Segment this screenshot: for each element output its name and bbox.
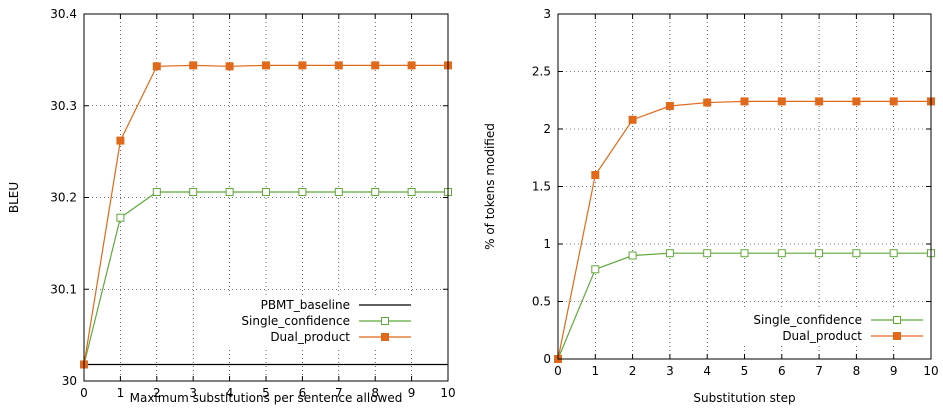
x-tick-label: 1 <box>591 364 599 378</box>
x-tick-label: 10 <box>923 364 938 378</box>
data-point-single-confidence <box>591 265 600 274</box>
legend-swatch-marker-single-confidence <box>893 316 901 324</box>
data-point-single-confidence <box>628 251 637 260</box>
x-tick-label: 10 <box>440 386 455 400</box>
data-point-dual-product <box>815 97 824 106</box>
legend-swatch-marker-dual-product <box>893 332 901 340</box>
data-point-single-confidence <box>740 249 749 258</box>
x-tick-label: 9 <box>408 386 416 400</box>
data-point-single-confidence <box>852 249 861 258</box>
x-tick-label: 4 <box>703 364 711 378</box>
y-axis-label: % of tokens modified <box>483 123 497 250</box>
data-point-dual-product <box>116 136 125 145</box>
data-point-single-confidence <box>777 249 786 258</box>
x-axis-label: Substitution step <box>693 391 795 405</box>
legend-label-pbmt-baseline: PBMT_baseline <box>261 298 350 312</box>
y-tick-label: 3 <box>543 7 551 21</box>
chart-2: 0 1 2 3 4 5 6 7 8 9 10 0 0.5 1 1.5 2 2.5 3 Single_confiden… <box>483 7 939 405</box>
data-point-dual-product <box>628 115 637 124</box>
chart-1: 0 1 2 3 4 5 6 7 8 9 10 30 30.1 30.2 30.3 30.4 PBMT_basel… <box>7 7 456 405</box>
y-tick-label: 30.3 <box>50 99 77 113</box>
x-tick-label: 6 <box>299 386 307 400</box>
data-point-dual-product <box>740 97 749 106</box>
legend-label-single-confidence: Single_confidence <box>241 314 350 328</box>
data-point-single-confidence <box>703 249 712 258</box>
y-tick-label: 30.4 <box>50 7 77 21</box>
data-point-dual-product <box>152 62 161 71</box>
x-tick-label: 0 <box>554 364 562 378</box>
data-point-dual-product <box>591 171 600 179</box>
x-tick-label: 7 <box>815 364 823 378</box>
data-point-single-confidence <box>298 187 307 196</box>
legend-swatch-marker-single-confidence <box>381 317 389 325</box>
legend-swatch-marker-dual-product <box>381 333 389 341</box>
data-point-dual-product <box>407 61 416 70</box>
x-tick-label: 2 <box>629 364 637 378</box>
data-point-dual-product <box>665 102 674 110</box>
y-tick-label: 0 <box>543 352 551 366</box>
data-point-single-confidence <box>407 187 416 196</box>
plot-frame <box>83 13 449 382</box>
y-tick-label: 2.5 <box>532 65 551 79</box>
data-point-single-confidence <box>665 249 674 258</box>
data-point-single-confidence <box>371 187 380 196</box>
x-tick-label: 3 <box>666 364 674 378</box>
y-tick-label: 2 <box>543 122 551 136</box>
y-tick-label: 1 <box>543 237 551 251</box>
data-point-single-confidence <box>815 249 824 258</box>
data-point-dual-product <box>334 61 343 70</box>
y-tick-label: 1.5 <box>532 180 551 194</box>
x-tick-label: 1 <box>117 386 125 400</box>
data-point-dual-product <box>298 61 307 70</box>
x-tick-label: 8 <box>371 386 379 400</box>
x-tick-label: 5 <box>741 364 749 378</box>
data-point-dual-product <box>262 61 270 70</box>
data-point-dual-product <box>889 97 898 106</box>
legend-label-single-confidence: Single_confidence <box>753 313 862 327</box>
data-point-single-confidence <box>116 213 125 222</box>
data-point-dual-product <box>225 62 234 71</box>
x-tick-label: 8 <box>853 364 861 378</box>
x-tick-label: 9 <box>890 364 898 378</box>
y-tick-label: 0.5 <box>532 295 551 309</box>
data-point-dual-product <box>852 97 861 106</box>
y-tick-label: 30 <box>62 374 77 388</box>
x-tick-label: 3 <box>189 386 197 400</box>
x-tick-label: 5 <box>262 386 270 400</box>
legend-label-dual-product: Dual_product <box>270 330 350 344</box>
plot-frame <box>557 13 932 360</box>
data-point-dual-product <box>703 98 712 107</box>
y-tick-label: 30.1 <box>50 282 77 296</box>
data-point-dual-product <box>189 61 198 70</box>
data-point-single-confidence <box>189 187 198 196</box>
x-tick-label: 2 <box>153 386 161 400</box>
data-point-dual-product <box>777 97 786 106</box>
data-point-single-confidence <box>225 187 234 196</box>
y-axis-label: BLEU <box>7 182 21 213</box>
x-tick-label: 6 <box>778 364 786 378</box>
x-tick-label: 4 <box>226 386 234 400</box>
data-point-dual-product <box>371 61 380 70</box>
x-tick-label: 0 <box>80 386 88 400</box>
y-tick-label: 30.2 <box>50 191 77 205</box>
x-tick-label: 7 <box>335 386 343 400</box>
data-point-single-confidence <box>152 187 161 196</box>
x-axis-label: Maximum substitutions per sentence allow… <box>130 391 403 405</box>
data-point-single-confidence <box>334 187 343 196</box>
data-point-single-confidence <box>262 187 270 196</box>
legend-label-dual-product: Dual_product <box>782 329 862 343</box>
data-point-single-confidence <box>889 249 898 258</box>
